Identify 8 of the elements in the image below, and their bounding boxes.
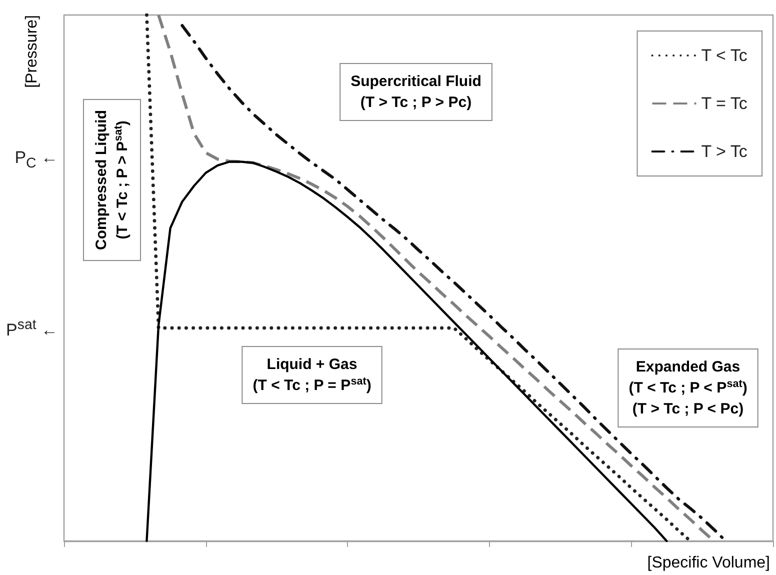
text: P$_{C}$ ← bbox=[14, 147, 58, 174]
legend-label: T < Tc bbox=[701, 46, 748, 65]
annotation: Supercritical Fluid (T > Tc ; P > Pc) bbox=[350, 73, 482, 111]
y-axis-title: [Pressure] bbox=[24, 15, 40, 88]
legend-label: T > Tc bbox=[701, 142, 748, 161]
text: P$^{sat}$ ← bbox=[6, 316, 58, 342]
x-axis-title: [Specific Volume] bbox=[647, 554, 770, 572]
legend-label: T = Tc bbox=[701, 94, 748, 113]
